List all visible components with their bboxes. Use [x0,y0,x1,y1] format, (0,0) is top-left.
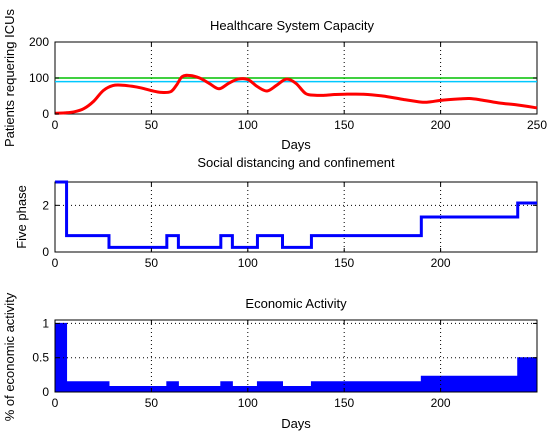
panel-economy: 0 50 100 150 200 00.51 Economic Activity Day… [2,292,538,431]
y-tick-label: 0 [42,385,49,399]
y-tick-label: 200 [29,35,49,49]
x-tick-label: 50 [145,256,159,270]
y-tick-label: 1 [42,316,49,330]
confinement-phase-line [55,180,537,249]
x-tick-label: 250 [527,118,547,132]
x-tick-label: 100 [238,118,258,132]
tick-marks [54,182,537,253]
x-tick-label: 200 [431,396,451,410]
y-axis-label: % of economic activity [2,292,17,421]
y-tick-label: 100 [29,71,49,85]
y-tick-labels: 0 100 200 [29,35,49,121]
chart-title: Healthcare System Capacity [210,18,375,33]
y-tick-label: 2 [42,198,49,212]
x-axis-label: Days [281,137,311,152]
y-axis-label: Five phase [14,185,29,249]
y-tick-labels: 02 [42,198,49,259]
x-tick-label: 0 [52,256,59,270]
x-tick-label: 100 [238,396,258,410]
x-axis-label: Days [281,416,311,431]
tick-marks [54,41,538,115]
panel-distancing: 0 50 100 150 200 02 Social distancing and co… [14,155,538,270]
x-tick-label: 100 [238,256,258,270]
icu-patients-line [54,73,538,115]
gridlines [55,320,537,392]
panel-icu: 0 50 100 150 200 250 0 100 200 Healthcare Syste… [2,8,547,152]
x-tick-label: 200 [431,118,451,132]
chart-title: Social distancing and confinement [197,155,395,170]
x-tick-label: 150 [334,256,354,270]
economic-activity-area [54,322,538,393]
x-tick-label: 200 [431,256,451,270]
y-tick-label: 0.5 [32,351,49,365]
x-tick-label: 150 [334,396,354,410]
data-series [54,73,538,115]
x-tick-label: 150 [334,118,354,132]
x-tick-label: 50 [145,396,159,410]
x-tick-labels: 0 50 100 150 200 [52,256,451,270]
x-tick-label: 0 [52,396,59,410]
x-tick-label: 50 [145,118,159,132]
y-tick-labels: 00.51 [32,316,49,399]
data-series [54,322,538,393]
y-axis-label: Patients requering ICUs [2,8,17,147]
chart-title: Economic Activity [245,296,347,311]
x-tick-labels: 0 50 100 150 200 250 [52,118,548,132]
x-tick-label: 0 [52,118,59,132]
gridlines [55,182,537,252]
y-tick-label: 0 [42,107,49,121]
data-series [55,180,537,249]
plot-border [54,319,538,393]
y-tick-label: 0 [42,245,49,259]
x-tick-labels: 0 50 100 150 200 [52,396,451,410]
